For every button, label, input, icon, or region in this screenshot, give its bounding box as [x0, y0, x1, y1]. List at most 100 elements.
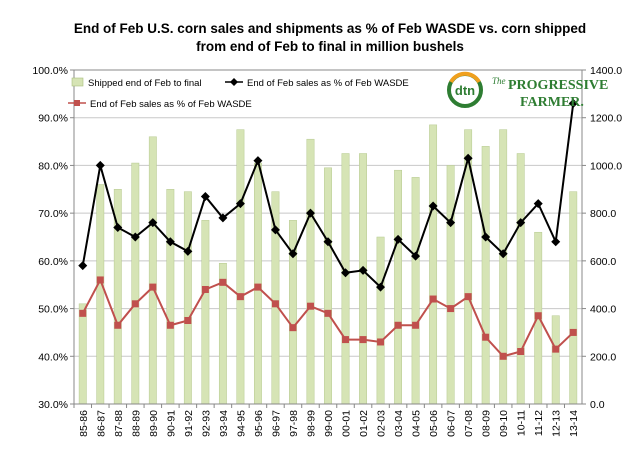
bar — [376, 236, 385, 405]
x-tick-label: 87-88 — [113, 410, 125, 437]
legend-swatch-bar — [71, 77, 84, 87]
x-axis: 85-86 86-87 87-88 88-89 89-90 90-91 91-92 92-93… — [73, 404, 580, 437]
square-marker — [447, 305, 455, 313]
bar — [324, 167, 332, 405]
plot-frame — [73, 69, 583, 405]
bar — [166, 189, 175, 405]
square-marker — [149, 283, 157, 291]
square-marker — [377, 338, 385, 346]
square-marker — [534, 312, 542, 320]
bar — [446, 165, 455, 405]
x-tick-label: 01-02 — [358, 410, 370, 437]
diamond-marker — [235, 199, 245, 209]
legend-marker-diamond — [230, 78, 238, 86]
square-marker — [429, 295, 437, 303]
x-tick-label: 91-92 — [183, 410, 195, 437]
y-right-tick-label: 1400.0 — [590, 65, 622, 77]
diamond-marker — [358, 265, 368, 275]
bar — [254, 162, 262, 405]
bar-series-shipped — [78, 124, 578, 405]
square-marker — [482, 333, 490, 341]
diamond-marker — [481, 232, 491, 242]
y-left-tick-label: 100.0% — [32, 65, 68, 77]
square-marker — [114, 321, 122, 329]
y-right-tick-label: 600.0 — [590, 256, 616, 268]
diamond-marker — [516, 218, 526, 228]
x-tick-label: 92-93 — [200, 410, 212, 437]
bar — [551, 315, 560, 405]
y-right-tick-label: 0.0 — [590, 399, 605, 411]
x-tick-label: 86-87 — [95, 410, 107, 437]
square-marker — [79, 309, 87, 317]
x-tick-label: 93-94 — [218, 410, 230, 437]
y-axis-right: 0.0 200.0 400.0 600.0 800.0 1000.0 1200.0 1400.… — [582, 65, 622, 411]
x-tick-label: 05-06 — [428, 410, 440, 437]
bar — [394, 169, 402, 405]
x-tick-label: 99-00 — [323, 410, 335, 437]
logo-progressive: PROGRESSIVE — [508, 78, 608, 93]
square-marker — [464, 293, 472, 301]
bar — [236, 129, 245, 405]
diamond-marker — [218, 213, 228, 223]
square-marker — [236, 293, 244, 301]
diamond-marker — [148, 218, 158, 228]
diamond-marker — [200, 191, 210, 201]
bar — [96, 184, 105, 405]
diamond-marker — [463, 153, 473, 163]
x-tick-label: 03-04 — [393, 410, 405, 437]
bar — [481, 146, 490, 405]
square-marker — [552, 345, 560, 353]
bar — [201, 220, 210, 405]
dtn-progressive-farmer-logo: dtn The PROGRESSIVE FARMER. — [447, 71, 608, 110]
diamond-marker — [305, 208, 315, 218]
square-marker — [166, 321, 174, 329]
chart-title-line-2: from end of Feb to final in million bush… — [196, 39, 464, 54]
line-series-layer — [78, 98, 578, 360]
square-marker — [254, 283, 262, 291]
bar — [78, 303, 87, 405]
y-axis-left: 30.0% 40.0% 50.0% 60.0% 70.0% 80.0% 90.0% 100.0… — [32, 65, 74, 411]
x-tick-label: 96-97 — [270, 410, 282, 437]
y-right-tick-label: 200.0 — [590, 351, 616, 363]
square-marker — [201, 285, 209, 293]
y-left-tick-label: 40.0% — [38, 351, 68, 363]
square-marker — [131, 300, 139, 308]
x-tick-label: 90-91 — [165, 410, 177, 437]
diamond-marker — [165, 237, 175, 247]
bar — [569, 191, 578, 405]
square-marker — [324, 309, 332, 317]
square-marker — [394, 321, 402, 329]
bar — [131, 162, 140, 405]
x-tick-label: 11-12 — [533, 410, 545, 436]
x-tick-label: 13-14 — [568, 410, 580, 437]
x-tick-label: 00-01 — [341, 410, 353, 437]
y-left-tick-label: 90.0% — [38, 113, 68, 125]
y-right-tick-label: 1000.0 — [590, 160, 622, 172]
bar — [148, 136, 157, 405]
square-marker — [359, 336, 367, 344]
x-tick-label: 12-13 — [551, 410, 563, 437]
dtn-logo-text: dtn — [455, 83, 475, 98]
legend-label-red-line: End of Feb sales as % of Feb WASDE — [90, 99, 252, 110]
square-marker — [306, 302, 314, 310]
square-marker — [271, 300, 279, 308]
diamond-marker — [393, 234, 403, 244]
diamond-marker — [253, 156, 263, 166]
y-left-tick-label: 60.0% — [38, 256, 68, 268]
diamond-marker — [568, 98, 578, 108]
diamond-marker — [341, 268, 351, 278]
square-marker — [219, 278, 227, 286]
dtn-logo-accent — [449, 71, 481, 84]
diamond-marker — [498, 249, 508, 259]
diamond-marker — [288, 249, 298, 259]
legend-marker-square — [74, 100, 80, 106]
square-marker — [412, 321, 420, 329]
diamond-marker — [323, 237, 333, 247]
x-tick-label: 98-99 — [305, 410, 317, 437]
square-marker — [499, 352, 507, 360]
x-tick-label: 88-89 — [130, 410, 142, 437]
y-right-tick-label: 800.0 — [590, 208, 616, 220]
y-left-tick-label: 80.0% — [38, 160, 68, 172]
x-tick-label: 97-98 — [288, 410, 300, 437]
